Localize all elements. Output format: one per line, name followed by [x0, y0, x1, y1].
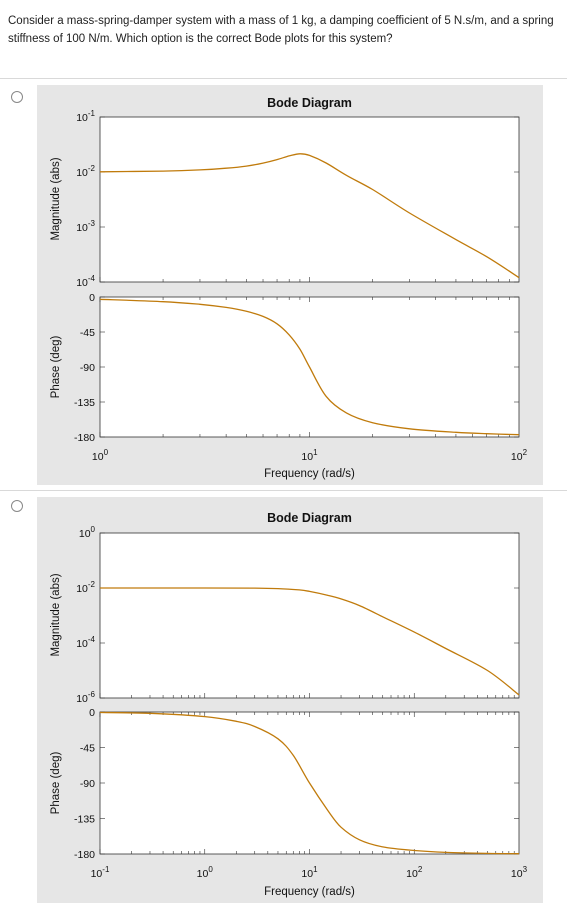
- phase-tick-label: -45: [80, 327, 95, 339]
- magnitude-tick-label: 10-3: [76, 219, 95, 234]
- magnitude-axes: [99, 116, 520, 283]
- magnitude-axis-label: Magnitude (abs): [50, 157, 62, 240]
- magnitude-series-line: [100, 587, 520, 696]
- question-text: Consider a mass-spring-damper system wit…: [8, 15, 554, 45]
- x-tick-label: 101: [301, 448, 318, 463]
- x-axis-label: Frequency (rad/s): [264, 468, 355, 480]
- bode-chart-2: Bode Diagram 100 10-2 10-4 10-6 0 -45 -90 -135 -1…: [50, 511, 528, 898]
- x-tick-label: 102: [406, 865, 423, 880]
- phase-tick-label: -90: [80, 362, 95, 374]
- magnitude-axes: [99, 532, 520, 699]
- phase-tick-label: -90: [80, 778, 95, 790]
- x-tick-label: 100: [92, 448, 109, 463]
- phase-tick-label: 0: [89, 707, 95, 719]
- x-tick-label: 100: [197, 865, 214, 880]
- phase-axis-label: Phase (deg): [50, 336, 62, 399]
- magnitude-tick-label: 10-2: [76, 164, 95, 179]
- option-1-radio[interactable]: [11, 91, 23, 103]
- option-2-bode-plot: Bode Diagram 100 10-2 10-4 10-6 0 -45 -90 -135 -1…: [37, 497, 543, 903]
- magnitude-axis-label: Magnitude (abs): [50, 573, 62, 656]
- magnitude-tick-label: 10-4: [76, 635, 95, 650]
- option-2-radio[interactable]: [11, 500, 23, 512]
- phase-axis-label: Phase (deg): [50, 752, 62, 815]
- magnitude-tick-label: 10-2: [76, 580, 95, 595]
- bode-chart-1: Bode Diagram 10-1 10-2 10-3 10-4 0 -45 -90 -135 -…: [50, 96, 528, 480]
- magnitude-tick-label: 10-1: [76, 109, 95, 124]
- x-tick-label: 102: [511, 448, 528, 463]
- x-axis-label: Frequency (rad/s): [264, 886, 355, 898]
- phase-tick-label: -180: [74, 849, 95, 861]
- magnitude-tick-label: 10-6: [76, 690, 95, 705]
- chart-title: Bode Diagram: [267, 511, 352, 525]
- magnitude-tick-label: 10-4: [76, 274, 95, 289]
- divider: [0, 490, 567, 491]
- x-tick-label: 101: [301, 865, 318, 880]
- phase-tick-label: -45: [80, 743, 95, 755]
- x-tick-label: 10-1: [91, 865, 110, 880]
- x-tick-label: 103: [511, 865, 528, 880]
- phase-tick-label: -135: [74, 814, 95, 826]
- chart-title: Bode Diagram: [267, 96, 352, 110]
- phase-tick-label: 0: [89, 292, 95, 304]
- phase-series-line: [99, 298, 520, 436]
- phase-series-line: [99, 711, 520, 855]
- phase-tick-label: -180: [74, 432, 95, 444]
- option-1-bode-plot: Bode Diagram 10-1 10-2 10-3 10-4 0 -45 -90 -135 -…: [37, 85, 543, 485]
- magnitude-tick-label: 100: [79, 525, 96, 540]
- divider: [0, 78, 567, 79]
- phase-tick-label: -135: [74, 397, 95, 409]
- magnitude-series-line: [99, 153, 520, 279]
